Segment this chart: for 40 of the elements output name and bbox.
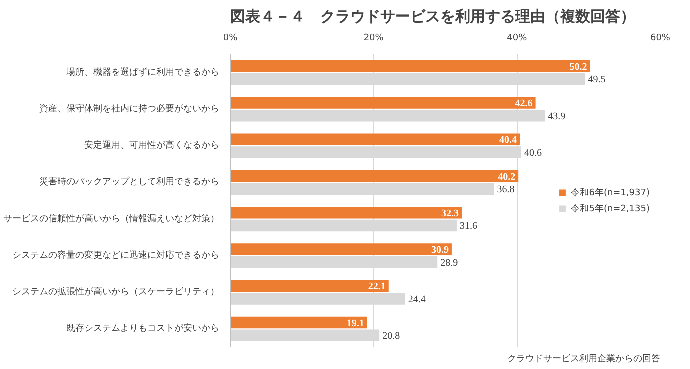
- y-tick-label: 災害時のバックアップとして利用できるから: [40, 176, 220, 188]
- data-label: 40.4: [500, 135, 518, 146]
- y-tick-label: 資産、保守体制を社内に持つ必要がないから: [40, 103, 220, 114]
- x-tick-label: 20%: [364, 34, 384, 44]
- y-tick-label: 既存システムよりもコストが安いから: [66, 323, 220, 334]
- y-tick-label: システムの拡張性が高いから（スケーラビリティ）: [12, 286, 220, 298]
- data-label: 22.1: [368, 282, 386, 293]
- data-label: 42.6: [515, 98, 533, 110]
- legend-label: 令和5年(n=2,135): [571, 203, 650, 215]
- data-label: 20.8: [382, 331, 400, 342]
- x-tick-label: 40%: [507, 34, 528, 44]
- bar: [230, 316, 368, 329]
- y-tick-label: サービスの信頼性が高いから（情報漏えいなど対策）: [4, 213, 220, 224]
- x-tick-label: 60%: [650, 34, 671, 44]
- data-label: 49.5: [588, 74, 606, 86]
- data-label: 31.6: [460, 221, 478, 232]
- data-label: 36.8: [497, 184, 515, 196]
- bar: [230, 60, 590, 72]
- bar: [230, 97, 536, 109]
- data-label: 28.9: [440, 258, 458, 269]
- legend-label: 令和6年(n=1,937): [571, 187, 650, 199]
- chart-title: 図表４－４ クラウドサービスを利用する理由（複数回答）: [230, 8, 636, 26]
- x-tick-label: 0%: [223, 34, 238, 44]
- y-tick-label: 安定運用、可用性が高くなるから: [84, 140, 220, 152]
- data-label: 19.1: [346, 318, 364, 330]
- bar: [230, 170, 519, 182]
- data-label: 43.9: [548, 111, 566, 122]
- bar: [230, 244, 452, 256]
- data-label: 32.3: [441, 208, 459, 220]
- data-label: 40.6: [524, 148, 542, 159]
- data-label: 40.2: [498, 172, 516, 183]
- bar: [230, 280, 389, 292]
- data-label: 50.2: [570, 62, 588, 73]
- bar: [230, 134, 520, 146]
- text: クラウドサービス利用企業からの回答: [508, 354, 660, 364]
- data-label: 24.4: [408, 294, 426, 306]
- y-tick-label: システムの容量の変更などに迅速に対応できるから: [12, 250, 220, 261]
- data-label: 30.9: [431, 245, 449, 256]
- y-tick-label: 場所、機器を選ばずに利用できるから: [66, 66, 220, 78]
- bar: [230, 207, 462, 219]
